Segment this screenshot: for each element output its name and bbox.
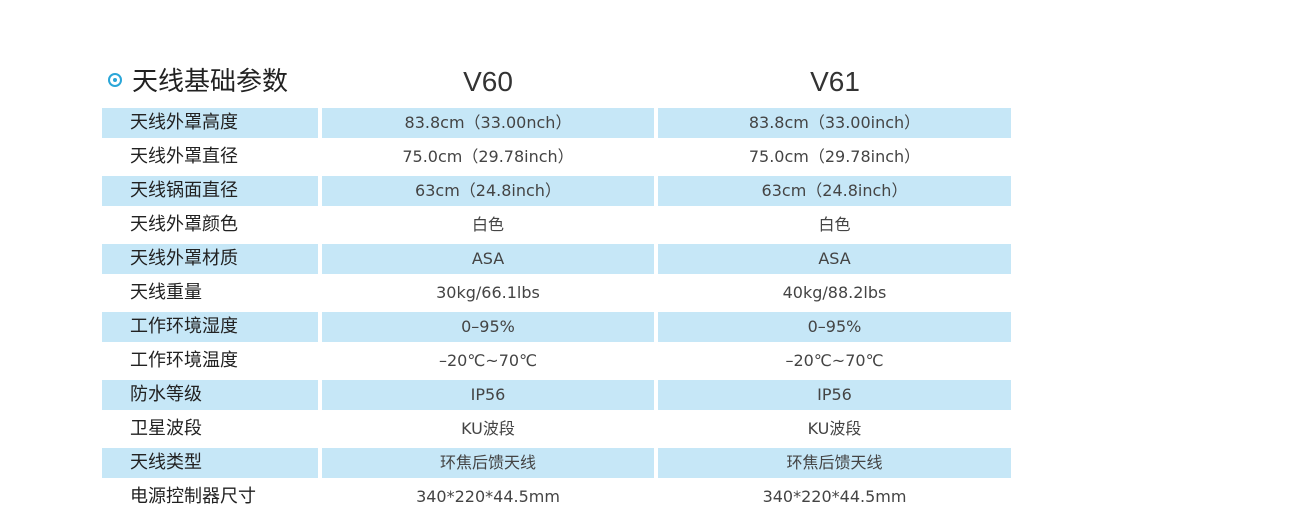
cell-value: KU波段 — [461, 419, 515, 438]
section-title: 天线基础参数 — [132, 67, 289, 97]
row-label: 工作环境湿度 — [102, 312, 318, 342]
column-header: V60 — [463, 66, 513, 97]
cell-value: 0–95% — [322, 312, 654, 342]
cell-value: 白色 — [818, 215, 851, 234]
cell-value: KU波段 — [807, 419, 862, 438]
cell-value: 83.8cm（33.00nch） — [322, 108, 654, 138]
cell-value: ASA — [658, 244, 1011, 274]
row-label: 卫星波段 — [130, 418, 202, 439]
cell-value: 63cm（24.8inch） — [322, 176, 654, 206]
cell-value: 75.0cm（29.78inch） — [402, 147, 574, 166]
cell-value: IP56 — [322, 380, 654, 410]
cell-value: 环焦后馈天线 — [658, 448, 1011, 478]
cell-value: 0–95% — [658, 312, 1011, 342]
row-label: 天线重量 — [130, 282, 202, 303]
cell-value: –20℃~70℃ — [438, 351, 538, 370]
cell-value: 340*220*44.5mm — [416, 487, 560, 506]
row-label: 天线外罩材质 — [102, 244, 318, 274]
cell-value: 环焦后馈天线 — [322, 448, 654, 478]
row-label: 天线外罩直径 — [130, 146, 238, 167]
cell-value: 40kg/88.2lbs — [782, 283, 887, 302]
row-label: 工作环境温度 — [130, 350, 238, 371]
bullet-icon — [108, 73, 122, 87]
row-label: 防水等级 — [102, 380, 318, 410]
cell-value: 83.8cm（33.00inch） — [658, 108, 1011, 138]
row-label: 天线外罩颜色 — [130, 214, 238, 235]
row-label: 天线外罩高度 — [102, 108, 318, 138]
row-label: 天线类型 — [102, 448, 318, 478]
cell-value: ASA — [322, 244, 654, 274]
cell-value: 30kg/66.1lbs — [436, 283, 540, 302]
cell-value: 白色 — [471, 215, 504, 234]
row-label: 电源控制器尺寸 — [130, 486, 256, 507]
column-header: V61 — [810, 66, 860, 97]
row-label: 天线锅面直径 — [102, 176, 318, 206]
cell-value: IP56 — [658, 380, 1011, 410]
cell-value: –20℃~70℃ — [785, 351, 884, 370]
cell-value: 340*220*44.5mm — [762, 487, 907, 506]
cell-value: 63cm（24.8inch） — [658, 176, 1011, 206]
cell-value: 75.0cm（29.78inch） — [748, 147, 921, 166]
